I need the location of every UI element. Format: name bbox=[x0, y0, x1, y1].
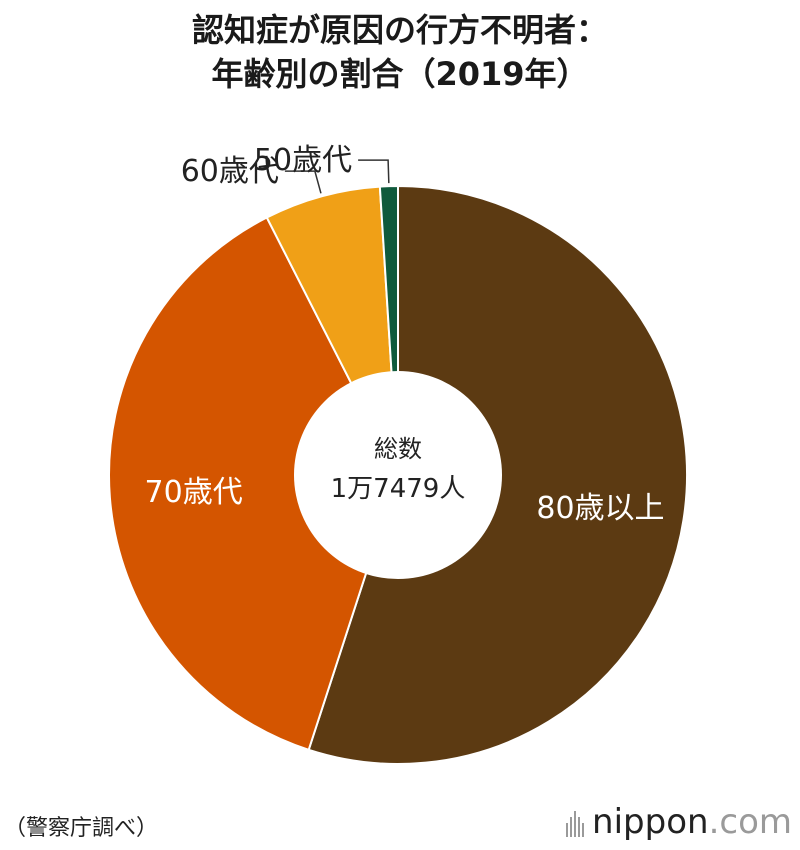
nippon-logo: nippon. com bbox=[566, 802, 792, 842]
chart-title-line1: 認知症が原因の行方不明者： bbox=[191, 11, 608, 49]
center-label-line1: 総数 bbox=[374, 435, 422, 463]
donut-hole bbox=[294, 371, 502, 579]
nippon-bars-icon bbox=[566, 807, 585, 837]
chart-title-line2: 年齢別の割合（2019年） bbox=[211, 55, 589, 93]
leader-line-3 bbox=[358, 159, 390, 184]
slice-label-3: 50歳代 bbox=[254, 143, 352, 178]
slice-label-2: 60歳代 bbox=[181, 154, 279, 189]
source-note: （警察庁調べ） bbox=[4, 816, 159, 841]
center-label-line2: 1万7479人 bbox=[331, 474, 466, 504]
brand-tld: com bbox=[719, 802, 792, 842]
chart-title: 認知症が原因の行方不明者： 年齢別の割合（2019年） bbox=[0, 8, 800, 96]
leader-line-2 bbox=[284, 170, 322, 194]
pie-slice-1 bbox=[108, 216, 400, 752]
brand-name: nippon bbox=[592, 802, 709, 842]
slice-label-0: 80歳以上 bbox=[536, 491, 664, 526]
brand-dot: . bbox=[708, 802, 720, 842]
slice-label-1: 70歳代 bbox=[145, 475, 243, 510]
